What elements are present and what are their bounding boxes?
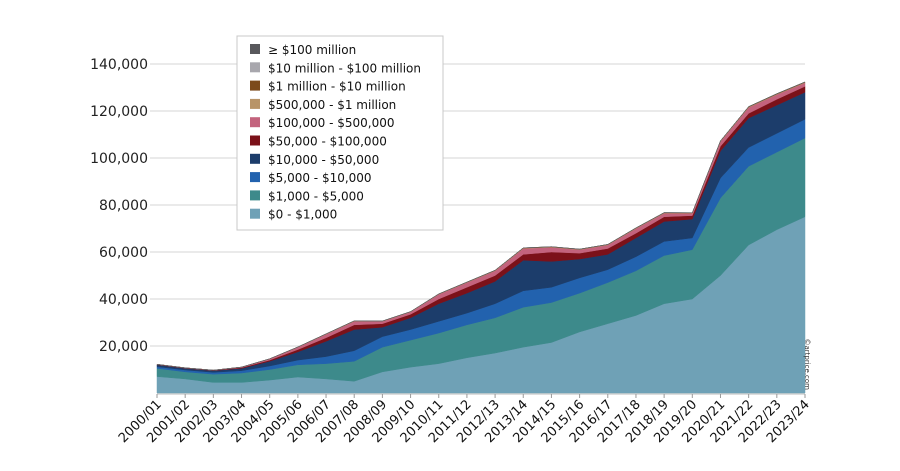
legend-swatch	[250, 80, 260, 91]
y-tick-label: 100,000	[90, 151, 148, 167]
legend-swatch	[250, 153, 260, 164]
series-areas	[156, 81, 806, 394]
legend-label: ≥ $100 million	[268, 43, 356, 57]
legend-label: $50,000 - $100,000	[268, 135, 387, 149]
watermark: ©artprice.com	[803, 338, 811, 390]
legend-label: $5,000 - $10,000	[268, 171, 372, 185]
y-axis-labels: 20,000 40,000 60,000 80,000 100,000 120,000 14…	[90, 57, 148, 355]
legend-box	[236, 35, 444, 231]
y-tick-label: 140,000	[90, 57, 148, 73]
legend-label: $500,000 - $1 million	[268, 98, 396, 112]
legend: ≥ $100 million $10 million - $100 million…	[236, 35, 444, 231]
legend-swatch	[250, 117, 260, 128]
legend-swatch	[250, 190, 260, 201]
legend-swatch	[250, 98, 260, 109]
legend-swatch	[250, 208, 260, 219]
legend-label: $1 million - $10 million	[268, 80, 406, 94]
y-tick-label: 60,000	[99, 245, 148, 261]
y-tick-label: 120,000	[90, 104, 148, 120]
y-tick-label: 20,000	[99, 339, 148, 355]
legend-label: $10 million - $100 million	[268, 61, 421, 75]
legend-swatch	[250, 62, 260, 73]
legend-swatch	[250, 135, 260, 146]
legend-swatch	[250, 44, 260, 54]
x-axis	[156, 393, 806, 398]
legend-swatch	[250, 172, 260, 183]
legend-label: $10,000 - $50,000	[268, 153, 379, 167]
y-tick-label: 80,000	[99, 198, 148, 214]
legend-label: $1,000 - $5,000	[268, 189, 364, 203]
legend-label: $0 - $1,000	[268, 208, 337, 222]
x-axis-labels: 2000/012001/022002/032003/042004/052005/…	[116, 397, 813, 446]
legend-label: $100,000 - $500,000	[268, 116, 394, 130]
y-tick-label: 40,000	[99, 292, 148, 308]
area-series-9	[156, 81, 806, 371]
